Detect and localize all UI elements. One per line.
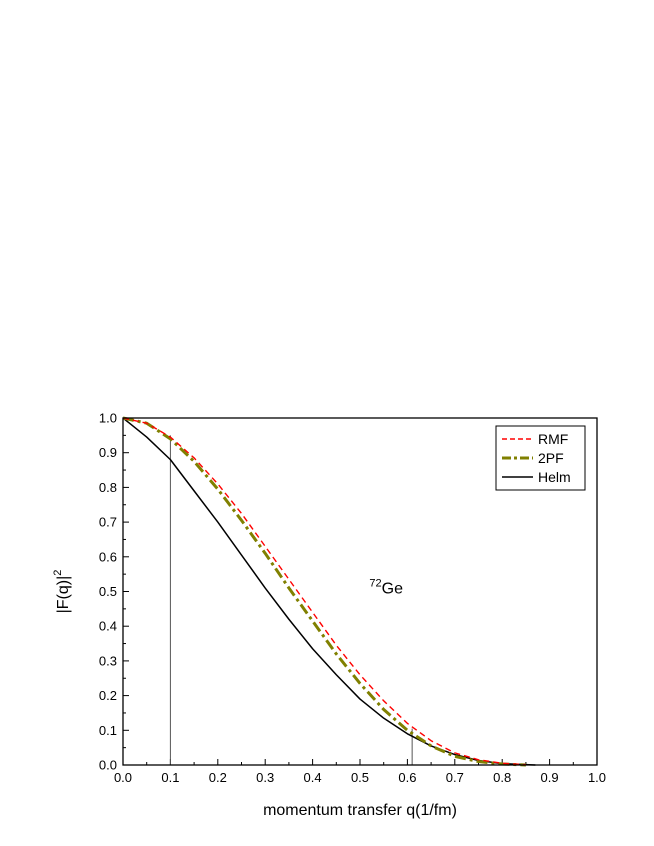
x-tick-label: 0.4 — [304, 770, 322, 785]
y-tick-label: 0.3 — [99, 653, 117, 668]
series-line-2pf — [122, 416, 526, 767]
x-tick-label: 0.5 — [351, 770, 369, 785]
x-tick-label: 1.0 — [588, 770, 606, 785]
isotope-mass-number: 72 — [369, 578, 381, 590]
x-tick-label: 0.9 — [541, 770, 559, 785]
y-axis-title: |F(q)|2 — [52, 570, 72, 614]
series-line-rmf — [122, 417, 526, 766]
y-tick-label: 0.6 — [99, 549, 117, 564]
legend-label-rmf: RMF — [538, 431, 568, 447]
isotope-symbol: Ge — [382, 581, 403, 598]
x-tick-label: 0.1 — [161, 770, 179, 785]
x-tick-label: 0.6 — [398, 770, 416, 785]
x-tick-label: 0.2 — [209, 770, 227, 785]
y-axis-title-main: |F(q)| — [55, 576, 72, 614]
y-tick-label: 0.1 — [99, 723, 117, 738]
y-tick-label: 1.0 — [99, 411, 117, 426]
y-tick-label: 0.4 — [99, 619, 117, 634]
legend-label-2pf: 2PF — [538, 450, 564, 466]
x-tick-label: 0.7 — [446, 770, 464, 785]
series-layer — [122, 416, 536, 767]
y-tick-label: 0.5 — [99, 584, 117, 599]
plot-frame — [122, 417, 598, 766]
legend-label-helm: Helm — [538, 469, 571, 485]
y-tick-label: 0.0 — [99, 758, 117, 773]
y-tick-label: 0.9 — [99, 445, 117, 460]
isotope-annotation: 72Ge — [369, 578, 403, 598]
y-tick-label: 0.7 — [99, 515, 117, 530]
x-axis-title: momentum transfer q(1/fm) — [263, 802, 457, 819]
x-tick-label: 0.8 — [493, 770, 511, 785]
y-tick-label: 0.8 — [99, 480, 117, 495]
y-tick-label: 0.2 — [99, 688, 117, 703]
legend: RMF 2PF Helm — [495, 425, 586, 491]
y-axis-title-sup: 2 — [52, 570, 64, 576]
x-tick-label: 0.3 — [256, 770, 274, 785]
x-tick-label: 0.0 — [114, 770, 132, 785]
ticks-layer: 0.0 0.1 0.2 0.3 0.4 0.5 0.6 0.7 0.8 0.9 1.0 0.0 0.1 0… — [99, 411, 606, 786]
